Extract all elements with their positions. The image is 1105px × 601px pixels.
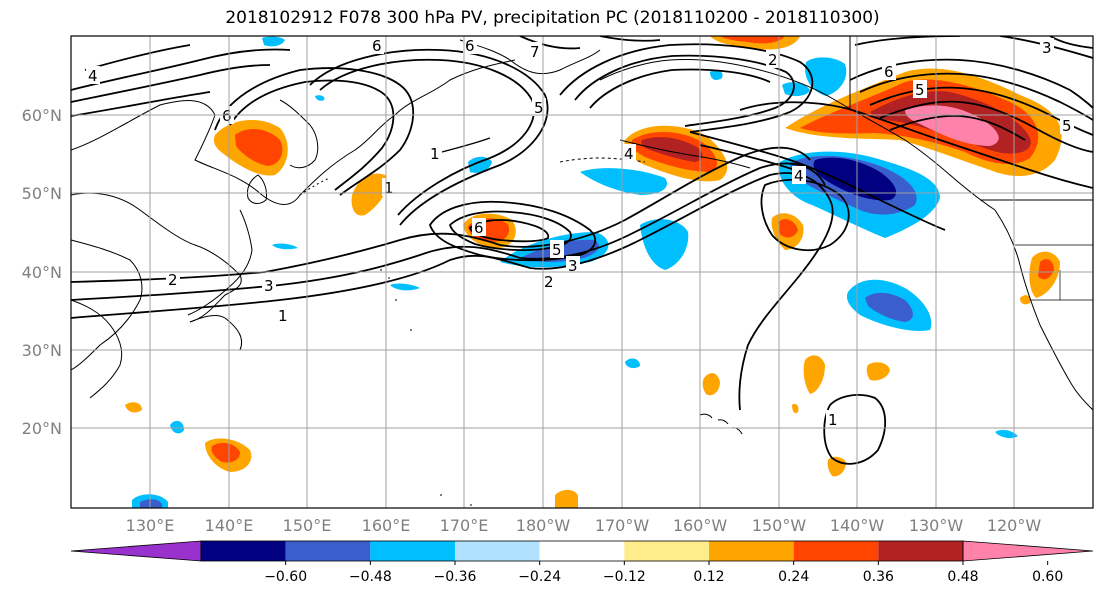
gridlines — [71, 36, 1093, 508]
contour-label: 5 — [915, 81, 925, 99]
colorbar-segment — [793, 541, 879, 561]
contour-label: 5 — [1062, 117, 1072, 135]
colorbar-tick-label: −0.48 — [349, 569, 392, 585]
contour-label: 6 — [222, 107, 232, 125]
pv-contour-labels: 4 6 6 7 6 5 1 1 2 3 1 6 5 3 — [86, 36, 1074, 429]
pv-contours — [71, 36, 1093, 465]
lon-axis: 130°E 140°E 150°E 160°E 170°E 180°W 170°… — [126, 516, 1042, 535]
colorbar-segment — [201, 541, 286, 561]
colorbar-segment — [285, 541, 371, 561]
lat-tick: 30°N — [22, 341, 62, 360]
colorbar-tick-label: −0.24 — [518, 569, 561, 585]
contour-label: 1 — [278, 307, 288, 325]
colorbar-extend-max — [962, 540, 1094, 562]
contour-label: 6 — [884, 63, 894, 81]
colorbar-tick-label: 0.36 — [863, 569, 894, 585]
lat-tick: 60°N — [22, 106, 62, 125]
contour-label: 1 — [384, 179, 394, 197]
colorbar-tick-label: 0.60 — [1032, 569, 1063, 585]
contour-label: 2 — [168, 271, 178, 289]
contour-label: 7 — [530, 43, 540, 61]
lon-tick: 170°W — [595, 516, 650, 535]
contour-label: 5 — [534, 99, 544, 117]
contour-label: 4 — [794, 167, 804, 185]
colorbar-segment — [455, 541, 540, 561]
lon-tick: 150°W — [752, 516, 807, 535]
coastlines — [71, 36, 1093, 506]
lon-tick: 140°E — [205, 516, 254, 535]
colorbar: −0.60 −0.48 −0.36 −0.24 −0.12 0.12 0.24 0.36 0.4… — [70, 540, 1094, 585]
lon-tick: 160°W — [673, 516, 728, 535]
colorbar-segment — [709, 541, 794, 561]
lon-tick: 160°E — [362, 516, 411, 535]
colorbar-segment — [624, 541, 709, 561]
colorbar-segment — [878, 541, 963, 561]
colorbar-tick-label: 0.48 — [947, 569, 978, 585]
lon-tick: 130°W — [909, 516, 964, 535]
colorbar-segment — [370, 541, 455, 561]
colorbar-frame — [200, 540, 964, 562]
colorbar-tick-label: 0.12 — [693, 569, 724, 585]
contour-label: 4 — [88, 67, 98, 85]
colorbar-segment — [539, 541, 625, 561]
lat-tick: 40°N — [22, 263, 62, 282]
lat-axis: 60°N 50°N 40°N 30°N 20°N — [22, 106, 62, 438]
positive-anomaly-aleutians — [624, 125, 728, 182]
lon-tick: 180°W — [516, 516, 571, 535]
lat-tick: 20°N — [22, 419, 62, 438]
contour-label: 6 — [474, 219, 484, 237]
contour-label: 5 — [552, 241, 562, 259]
precip-shading — [125, 36, 1062, 508]
contour-label: 6 — [465, 37, 475, 55]
contour-label: 4 — [624, 145, 634, 163]
contour-label: 3 — [1042, 39, 1052, 57]
lon-tick: 120°W — [987, 516, 1042, 535]
contour-label: 3 — [264, 277, 274, 295]
colorbar-tick-label: −0.36 — [434, 569, 477, 585]
lat-tick: 50°N — [22, 184, 62, 203]
lon-tick: 170°E — [440, 516, 489, 535]
colorbar-tick-label: −0.60 — [264, 569, 307, 585]
colorbar-tick-label: 0.24 — [778, 569, 809, 585]
colorbar-extend-min — [70, 540, 202, 562]
map-frame — [70, 35, 1094, 509]
contour-label: 6 — [372, 37, 382, 55]
contour-label: 1 — [828, 411, 838, 429]
lon-tick: 140°W — [830, 516, 885, 535]
lon-tick: 130°E — [126, 516, 175, 535]
contour-label: 1 — [430, 145, 440, 163]
negative-anomaly-gulf — [779, 151, 940, 238]
map-title: 2018102912 F078 300 hPa PV, precipitatio… — [225, 8, 880, 28]
colorbar-tick-label: −0.12 — [603, 569, 646, 585]
positive-anomaly-alaska — [785, 68, 1062, 176]
contour-label: 2 — [544, 273, 554, 291]
lon-tick: 150°E — [283, 516, 332, 535]
contour-label: 2 — [768, 51, 778, 69]
contour-label: 3 — [568, 257, 578, 275]
